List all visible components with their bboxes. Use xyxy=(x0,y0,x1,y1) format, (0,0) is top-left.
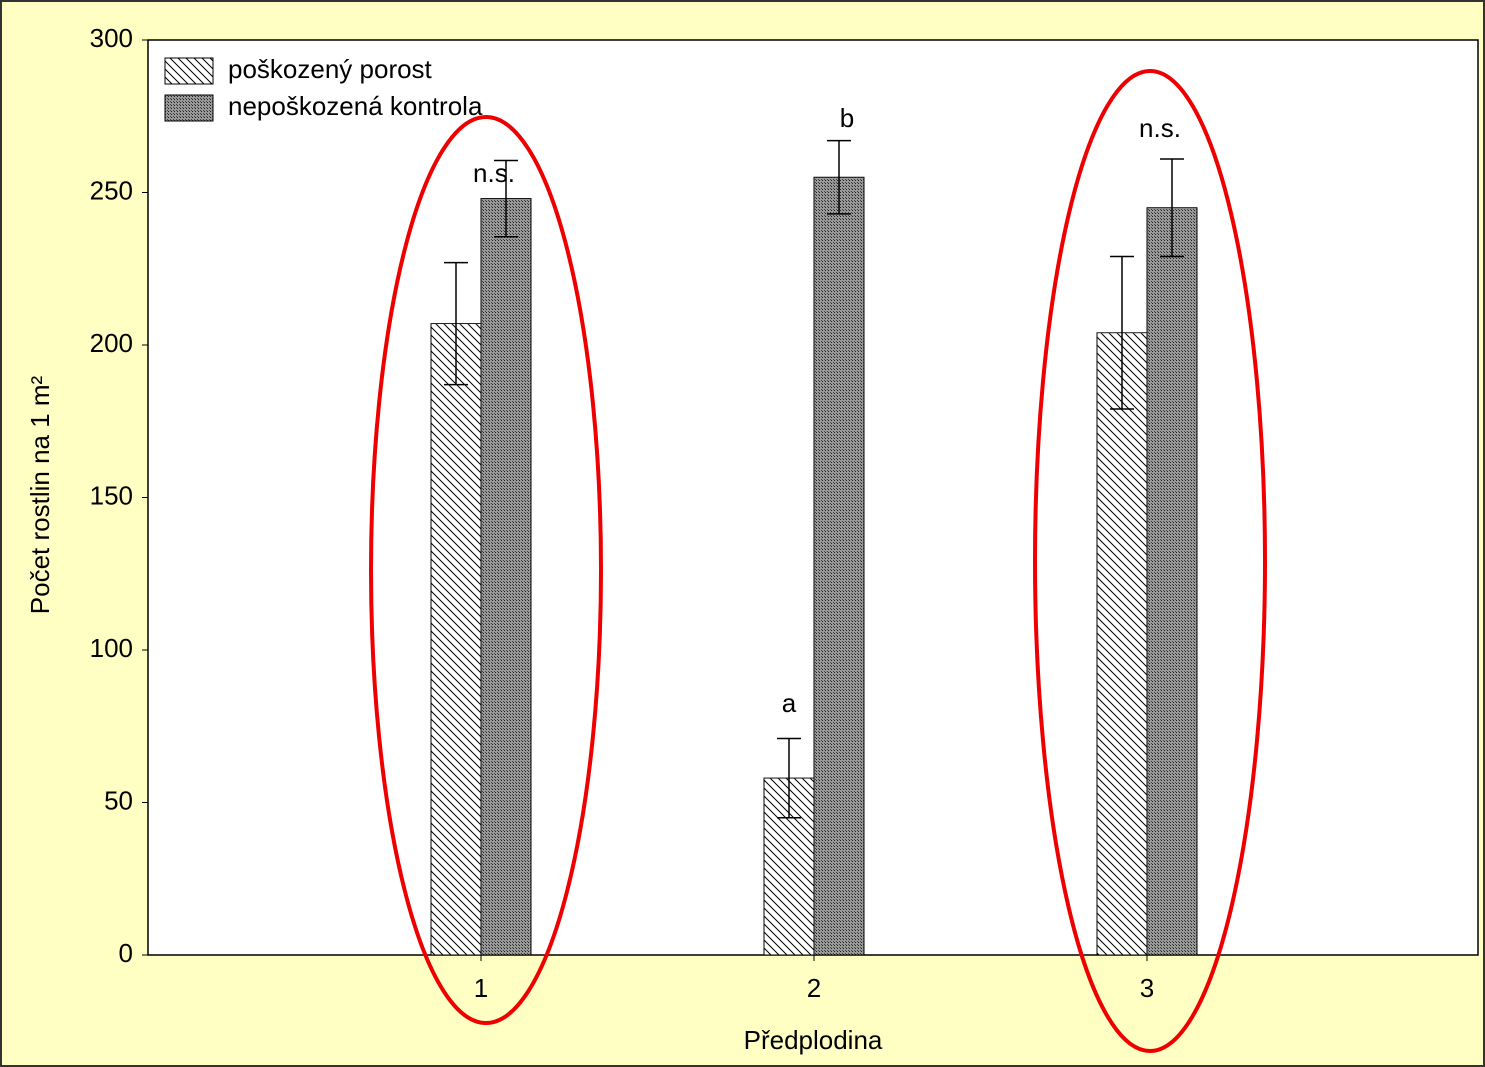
legend-swatch-pattern xyxy=(165,95,213,121)
x-tick-label: 2 xyxy=(807,973,821,1003)
error-bar xyxy=(827,139,851,215)
annotation: n.s. xyxy=(1139,113,1181,143)
annotation: b xyxy=(840,103,854,133)
y-tick-label: 100 xyxy=(90,633,133,663)
bar xyxy=(813,176,865,956)
highlight-ellipse xyxy=(1033,69,1267,1053)
annotation: n.s. xyxy=(473,158,515,188)
bar xyxy=(1096,332,1148,956)
error-bar xyxy=(1110,255,1134,410)
y-tick-label: 150 xyxy=(90,480,133,510)
y-tick-label: 300 xyxy=(90,23,133,53)
highlight-ellipse xyxy=(369,115,603,1025)
bar xyxy=(480,198,532,956)
y-tick-label: 0 xyxy=(119,938,133,968)
error-bar xyxy=(494,159,518,238)
x-axis-label: Předplodina xyxy=(744,1025,883,1055)
annotation: a xyxy=(782,688,797,718)
x-tick-label: 1 xyxy=(474,973,488,1003)
y-tick-label: 50 xyxy=(104,785,133,815)
legend-swatch-pattern xyxy=(165,58,213,84)
error-bar xyxy=(444,261,468,386)
y-tick-label: 200 xyxy=(90,328,133,358)
x-tick-label: 3 xyxy=(1140,973,1154,1003)
legend-label: nepoškozená kontrola xyxy=(228,91,483,121)
bar xyxy=(1146,207,1198,956)
y-tick-label: 250 xyxy=(90,175,133,205)
y-axis-label: Počet rostlin na 1 m² xyxy=(25,375,55,614)
error-bar xyxy=(1160,158,1184,258)
legend-label: poškozený porost xyxy=(228,54,433,84)
error-bar xyxy=(777,737,801,819)
bar xyxy=(430,323,482,956)
